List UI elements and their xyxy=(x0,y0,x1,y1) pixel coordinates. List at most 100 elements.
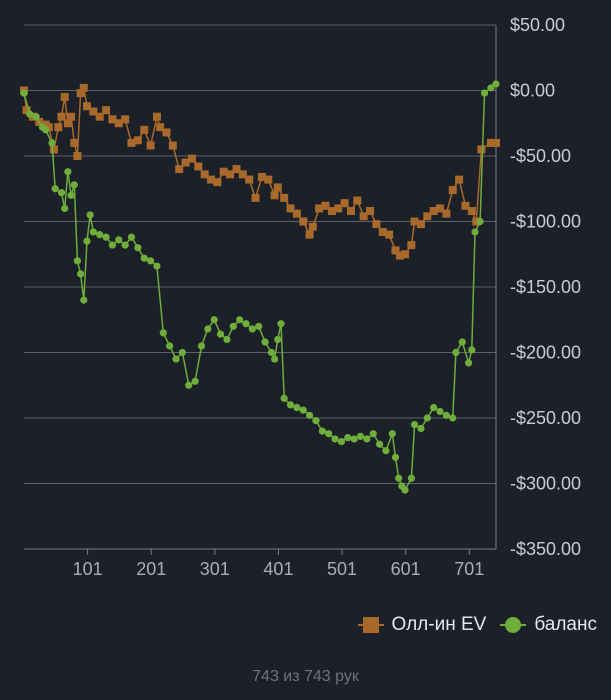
x-tick-label: 401 xyxy=(263,559,293,579)
data-point-circle xyxy=(80,296,88,304)
y-tick-labels: $50.00 $0.00 -$50.00 -$100.00 -$150.00 -$200.… xyxy=(510,15,581,559)
data-point-circle xyxy=(375,440,384,448)
data-point-circle xyxy=(344,434,352,442)
data-point-circle xyxy=(471,228,479,236)
legend-item-allin-ev[interactable]: Олл-ин EV xyxy=(357,614,487,636)
data-point-circle xyxy=(20,89,28,97)
legend-item-balance[interactable]: баланс xyxy=(500,614,597,636)
data-point-circle xyxy=(127,233,136,241)
data-point-square xyxy=(299,217,308,226)
series-allin-ev xyxy=(20,83,500,260)
data-point-square xyxy=(486,138,495,147)
data-point-square xyxy=(264,175,273,184)
data-point-circle xyxy=(430,403,438,412)
data-point-square xyxy=(378,227,387,236)
data-point-square xyxy=(251,193,260,202)
data-point-square xyxy=(492,138,500,147)
data-point-square xyxy=(238,170,247,179)
data-point-circle xyxy=(423,414,431,422)
data-point-square xyxy=(95,112,104,121)
data-point-circle xyxy=(363,435,371,443)
data-point-square xyxy=(70,138,79,147)
data-point-square xyxy=(76,89,85,98)
data-point-square xyxy=(436,204,445,213)
data-point-circle xyxy=(356,432,365,440)
data-point-circle xyxy=(153,262,161,270)
data-point-square xyxy=(175,165,184,174)
data-point-circle xyxy=(51,185,59,193)
data-point-square xyxy=(401,250,410,259)
data-point-square xyxy=(340,199,349,208)
series-balance xyxy=(20,80,500,494)
circle-marker-icon xyxy=(500,617,527,633)
data-point-circle xyxy=(172,355,180,363)
data-point-square xyxy=(280,193,289,202)
y-tick-label: -$50.00 xyxy=(510,146,571,166)
data-point-circle xyxy=(32,113,40,121)
y-tick-label: $50.00 xyxy=(510,15,565,35)
data-point-square xyxy=(63,119,72,128)
series-line xyxy=(23,83,497,492)
square-marker-icon xyxy=(357,617,384,633)
data-point-circle xyxy=(134,244,142,252)
data-point-square xyxy=(181,158,190,167)
data-point-square xyxy=(270,191,279,200)
y-tick-label: -$150.00 xyxy=(510,277,581,297)
series-layer xyxy=(20,80,500,494)
data-point-circle xyxy=(102,233,110,241)
data-point-circle xyxy=(452,348,460,357)
data-point-circle xyxy=(159,329,167,337)
data-point-square xyxy=(273,183,282,192)
data-point-square xyxy=(194,162,203,171)
data-point-square xyxy=(187,154,196,163)
data-point-circle xyxy=(391,453,400,461)
data-point-circle xyxy=(449,414,457,422)
data-point-square xyxy=(448,186,457,195)
data-point-square xyxy=(102,106,111,115)
data-point-square xyxy=(67,112,76,121)
data-point-circle xyxy=(108,241,117,249)
data-point-circle xyxy=(318,427,326,435)
data-point-square xyxy=(455,175,464,184)
data-point-square xyxy=(133,136,142,145)
data-point-square xyxy=(140,125,149,134)
data-point-square xyxy=(127,138,136,147)
data-point-circle xyxy=(229,322,237,330)
data-point-square xyxy=(477,145,486,154)
data-point-circle xyxy=(312,417,320,425)
data-point-circle xyxy=(280,394,288,402)
data-point-square xyxy=(121,115,130,124)
data-point-circle xyxy=(73,257,82,265)
data-point-circle xyxy=(407,474,415,482)
y-tick-label: $0.00 xyxy=(510,81,555,101)
legend-label-allin-ev: Олл-ин EV xyxy=(391,614,487,635)
data-point-circle xyxy=(271,355,279,363)
data-point-square xyxy=(429,207,438,216)
data-point-square xyxy=(292,209,301,218)
data-point-circle xyxy=(487,84,495,92)
data-point-square xyxy=(89,107,98,116)
data-point-circle xyxy=(48,139,56,147)
data-point-square xyxy=(162,128,171,137)
data-point-circle xyxy=(382,447,390,455)
data-point-square xyxy=(257,172,266,181)
data-point-circle xyxy=(331,435,339,443)
data-point-circle xyxy=(476,217,484,226)
data-point-square xyxy=(207,175,216,184)
data-point-square xyxy=(232,165,241,174)
data-point-square xyxy=(353,196,362,205)
data-point-square xyxy=(146,141,155,150)
data-point-circle xyxy=(210,316,218,324)
data-point-circle xyxy=(197,342,206,350)
data-point-circle xyxy=(388,430,396,438)
data-point-square xyxy=(213,178,222,187)
data-point-circle xyxy=(458,338,466,346)
data-point-square xyxy=(156,123,165,132)
data-point-square xyxy=(286,204,295,213)
data-point-square xyxy=(108,115,117,124)
y-tick-label: -$100.00 xyxy=(510,212,581,232)
data-point-square xyxy=(82,102,91,111)
data-point-circle xyxy=(293,403,301,412)
data-point-square xyxy=(22,106,31,115)
x-tick-label: 501 xyxy=(327,559,357,579)
